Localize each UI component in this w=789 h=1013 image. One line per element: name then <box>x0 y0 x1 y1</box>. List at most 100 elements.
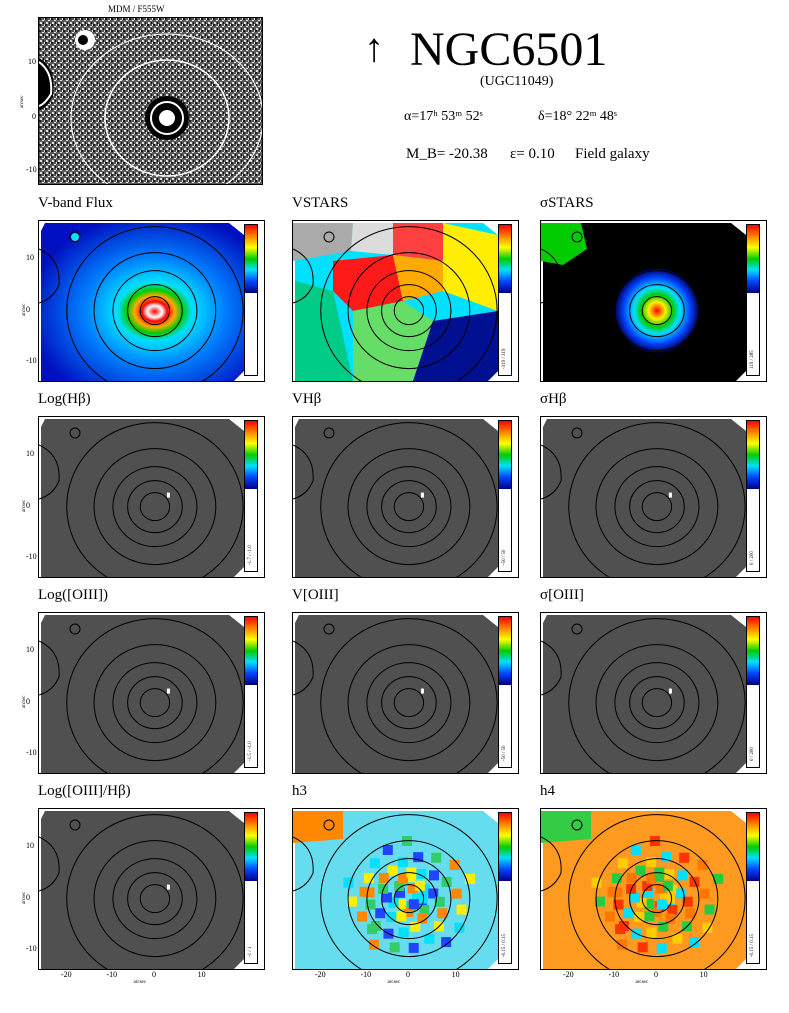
moment-bin <box>416 893 427 904</box>
isophote-contour <box>595 644 719 762</box>
y-tick-label: -10 <box>26 355 37 365</box>
kinematic-map <box>540 220 767 382</box>
moment-bin <box>413 852 424 863</box>
moment-bin <box>363 873 374 884</box>
color-bar-gradient <box>499 617 511 685</box>
image-y-tick: -10 <box>26 165 37 174</box>
color-bar: 119 / 285 <box>746 224 760 376</box>
declination: δ=18° 22ᵐ 48ˢ <box>538 109 617 124</box>
moment-bin <box>403 907 414 918</box>
map-svg <box>39 613 246 773</box>
x-tick-label: -20 <box>314 970 326 979</box>
map-svg <box>293 417 500 577</box>
isophote-contour <box>320 618 498 773</box>
isophote-contour <box>112 858 198 940</box>
moment-bin <box>395 898 406 909</box>
moment-bin <box>347 896 358 907</box>
panel-title: σ[OIII] <box>540 587 584 603</box>
panel-title: σSTARS <box>540 195 594 211</box>
isophote-contour <box>393 688 425 718</box>
y-tick-label: 10 <box>26 449 34 459</box>
kinematic-map <box>38 416 265 578</box>
environment: Field galaxy <box>575 146 650 162</box>
panel-title: h4 <box>540 783 555 799</box>
map-svg <box>541 613 748 773</box>
isophote-contour <box>66 422 244 577</box>
moment-bin <box>651 907 662 918</box>
data-speck <box>668 492 672 498</box>
isophote-contour <box>66 618 244 773</box>
color-bar: -50 / 50 <box>498 420 512 572</box>
star-contour <box>69 427 81 439</box>
moment-bin <box>643 898 654 909</box>
data-speck <box>420 688 424 694</box>
moment-bin <box>454 922 465 933</box>
data-speck <box>668 688 672 694</box>
color-bar <box>244 224 258 376</box>
isophote-contour <box>127 284 183 338</box>
direct-image <box>38 17 263 185</box>
moment-bin <box>682 896 693 907</box>
color-bar-gradient <box>245 617 257 685</box>
moment-bin <box>634 911 645 922</box>
moment-bin <box>441 876 452 887</box>
companion-contour <box>39 248 60 304</box>
star-contour <box>571 623 583 635</box>
color-bar-range: -0.15 / 0.15 <box>750 933 755 957</box>
color-bar: -319 / 319 <box>498 224 512 376</box>
y-tick-label: -10 <box>26 747 37 757</box>
moment-bin <box>646 927 657 938</box>
isophote-contour <box>347 252 471 370</box>
isophote-contour <box>112 662 198 744</box>
moment-bin <box>591 877 602 888</box>
moment-bin <box>662 880 673 891</box>
panel-title: VSTARS <box>292 195 349 211</box>
data-speck <box>166 688 170 694</box>
moment-bin <box>456 904 467 915</box>
isophote-contour <box>93 448 217 566</box>
moment-bin <box>646 857 657 868</box>
moment-bin <box>414 880 425 891</box>
data-speck <box>166 492 170 498</box>
moment-bin <box>428 870 439 881</box>
companion-region <box>541 223 587 265</box>
moment-bin <box>656 899 667 910</box>
y-tick-label: 0 <box>26 304 30 314</box>
moment-bin <box>604 911 615 922</box>
moment-bin <box>630 844 641 855</box>
moment-bin <box>655 883 666 894</box>
star-contour <box>323 231 335 243</box>
map-svg <box>39 809 246 969</box>
field-footprint <box>295 615 498 773</box>
isophote-contour <box>641 884 673 914</box>
moment-bin <box>617 858 628 869</box>
panel-title: VHβ <box>292 391 322 407</box>
y-tick-label: 10 <box>26 253 34 263</box>
x-tick-label: 10 <box>197 970 206 979</box>
color-bar: -0.15 / 0.15 <box>498 812 512 964</box>
panel-title: h3 <box>292 783 307 799</box>
kinematic-map <box>38 220 265 382</box>
isophote-contour <box>320 226 498 381</box>
moment-bin <box>635 865 646 876</box>
isophote-contour <box>614 270 700 352</box>
field-footprint <box>543 419 746 577</box>
data-speck <box>420 492 424 498</box>
star-contour <box>323 427 335 439</box>
x-tick-label: 0 <box>654 970 659 979</box>
isophote-contour <box>381 872 437 926</box>
field-footprint <box>41 615 244 773</box>
moment-bin <box>613 899 624 910</box>
color-bar-range: 0 / 200 <box>750 551 755 565</box>
moment-bin <box>382 844 393 855</box>
moment-bin <box>646 873 657 884</box>
moment-bin <box>642 880 653 891</box>
color-bar-range: 119 / 285 <box>750 350 755 369</box>
moment-bin <box>367 924 378 935</box>
isophote-contour <box>641 492 673 522</box>
y-tick-label: -10 <box>26 943 37 953</box>
moment-bin <box>661 852 672 863</box>
x-tick-label: -20 <box>562 970 574 979</box>
moment-bin <box>398 927 409 938</box>
companion-contour <box>541 248 562 304</box>
